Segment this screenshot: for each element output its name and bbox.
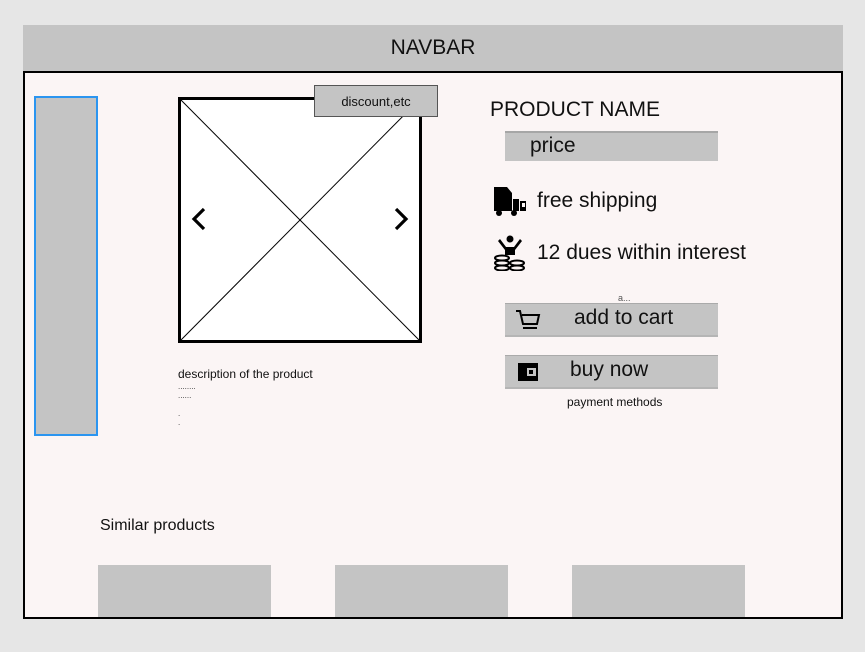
similar-product-card[interactable] — [98, 565, 271, 617]
description-line: ...... — [178, 391, 192, 400]
price-field: price — [505, 131, 718, 161]
button-hint: a... — [618, 293, 631, 303]
wallet-icon — [518, 363, 538, 381]
product-image-gallery[interactable] — [178, 97, 422, 343]
discount-badge: discount,etc — [314, 85, 438, 117]
cart-icon — [516, 310, 541, 329]
navbar-title: NAVBAR — [390, 36, 476, 59]
add-to-cart-label: add to cart — [574, 306, 674, 329]
coins-person-icon — [490, 235, 530, 271]
image-placeholder — [181, 100, 419, 340]
buy-now-button[interactable]: buy now — [505, 355, 718, 387]
product-name: PRODUCT NAME — [490, 98, 660, 121]
payment-methods-link[interactable]: payment methods — [567, 395, 663, 409]
navbar[interactable]: NAVBAR — [23, 25, 843, 73]
add-to-cart-button[interactable]: add to cart — [505, 303, 718, 335]
truck-icon — [490, 183, 530, 219]
description-line: . — [178, 409, 181, 418]
shipping-text: free shipping — [537, 189, 658, 212]
price-text: price — [530, 134, 576, 157]
description-text: description of the product — [178, 367, 313, 381]
similar-product-card[interactable] — [335, 565, 508, 617]
product-description: description of the product ........ ....… — [178, 367, 318, 427]
description-line: . — [178, 418, 181, 427]
shipping-info: free shipping — [490, 183, 657, 219]
similar-product-card[interactable] — [572, 565, 745, 617]
installments-text: 12 dues within interest — [537, 241, 746, 264]
description-line: ........ — [178, 382, 196, 391]
installments-info: 12 dues within interest — [490, 235, 746, 271]
discount-badge-text: discount,etc — [341, 93, 411, 109]
similar-products-title: Similar products — [100, 517, 215, 534]
chevron-right-icon[interactable] — [391, 206, 411, 232]
chevron-left-icon[interactable] — [189, 206, 209, 232]
sidebar-panel[interactable] — [34, 96, 98, 436]
buy-now-label: buy now — [570, 358, 649, 381]
